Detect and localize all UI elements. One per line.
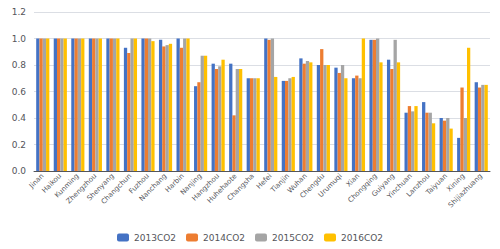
svg-text:Fuzhou: Fuzhou xyxy=(127,172,151,196)
svg-text:Tianjin: Tianjin xyxy=(269,172,292,195)
svg-text:Jinan: Jinan xyxy=(27,172,46,190)
svg-text:Guiyang: Guiyang xyxy=(370,172,397,199)
svg-text:Xian: Xian xyxy=(344,172,362,189)
svg-text:Haikou: Haikou xyxy=(40,172,64,195)
svg-text:2015CO2: 2015CO2 xyxy=(272,233,314,243)
svg-text:0.0: 0.0 xyxy=(12,166,27,176)
svg-text:Hefei: Hefei xyxy=(255,172,274,191)
svg-text:Wuhan: Wuhan xyxy=(285,172,309,195)
svg-text:Shenyang: Shenyang xyxy=(85,172,116,203)
svg-text:Xining: Xining xyxy=(445,172,467,194)
svg-text:Harbin: Harbin xyxy=(163,172,186,195)
svg-text:2016CO2: 2016CO2 xyxy=(341,233,383,243)
svg-text:Taiyuan: Taiyuan xyxy=(424,172,449,197)
svg-text:Kunming: Kunming xyxy=(53,172,81,200)
svg-text:Chongqing: Chongqing xyxy=(346,172,379,205)
svg-text:Nanjing: Nanjing xyxy=(178,172,204,197)
svg-text:0.6: 0.6 xyxy=(12,87,27,97)
svg-text:Shijiazhuang: Shijiazhuang xyxy=(447,172,484,209)
svg-text:2014CO2: 2014CO2 xyxy=(203,233,245,243)
svg-text:Nanchang: Nanchang xyxy=(137,172,169,203)
svg-text:Hangzhou: Hangzhou xyxy=(190,172,221,203)
svg-text:Chengdu: Chengdu xyxy=(298,172,327,200)
svg-text:Changsha: Changsha xyxy=(226,172,256,202)
svg-text:1.2: 1.2 xyxy=(12,7,26,17)
svg-text:Yinchuan: Yinchuan xyxy=(385,172,414,201)
svg-text:0.8: 0.8 xyxy=(12,60,27,70)
svg-text:Lanzhou: Lanzhou xyxy=(405,172,432,199)
svg-text:0.2: 0.2 xyxy=(12,140,26,150)
svg-text:1.0: 1.0 xyxy=(12,34,27,44)
svg-text:2013CO2: 2013CO2 xyxy=(134,233,176,243)
svg-text:0.4: 0.4 xyxy=(12,113,27,123)
svg-text:Changchun: Changchun xyxy=(99,172,134,206)
svg-text:Huhehaote: Huhehaote xyxy=(205,172,239,205)
svg-text:Zhengzhou: Zhengzhou xyxy=(64,172,99,206)
svg-text:Urumuqi: Urumuqi xyxy=(317,172,344,199)
